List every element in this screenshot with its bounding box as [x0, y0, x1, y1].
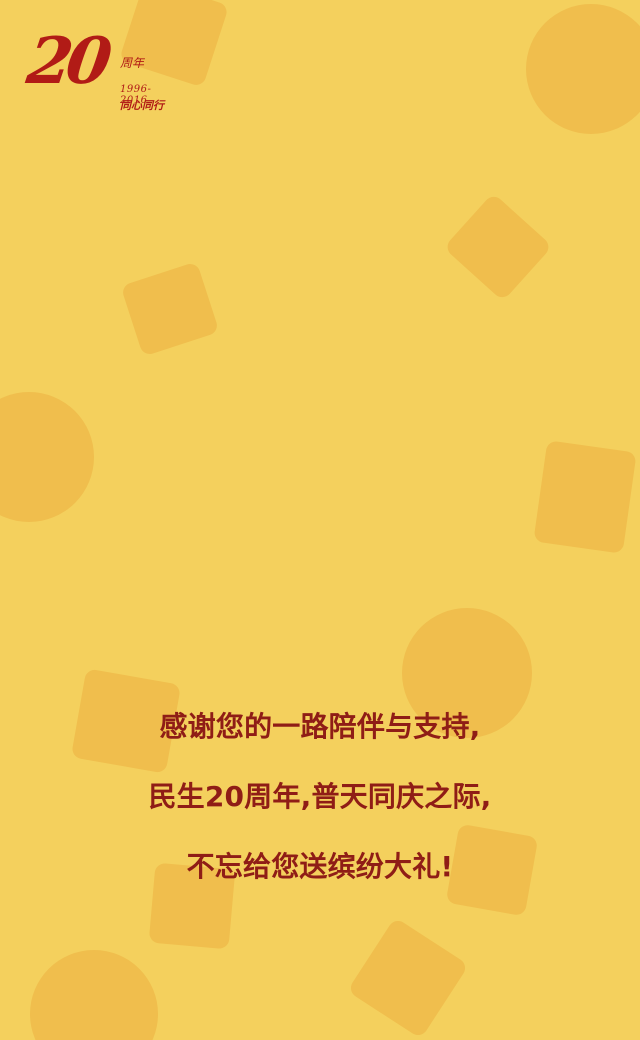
decor-circle-shape: [526, 4, 640, 134]
logo-anniversary-label: 周年: [120, 56, 145, 70]
decor-square-shape: [533, 440, 637, 554]
logo-number: 20: [22, 24, 111, 99]
decor-diamond-shape: [443, 192, 553, 302]
decor-circle-shape: [0, 392, 94, 522]
logo-slogan: 同心同行: [120, 99, 164, 112]
decor-square-shape: [120, 261, 220, 357]
decor-circle-shape: [30, 950, 158, 1040]
thank-you-message: 感谢您的一路陪伴与支持, 民生20周年,普天同庆之际, 不忘给您送缤纷大礼!: [0, 692, 640, 902]
logo-years: 1996-2016: [120, 84, 152, 106]
message-line: 不忘给您送缤纷大礼!: [186, 850, 454, 883]
decor-diamond-shape: [347, 917, 469, 1039]
message-line: 民生20周年,普天同庆之际,: [148, 780, 492, 813]
decor-circle-shape: [402, 608, 532, 738]
anniversary-logo: 20 周年 1996-2016 同心同行: [23, 24, 178, 120]
message-line: 感谢您的一路陪伴与支持,: [159, 710, 481, 743]
